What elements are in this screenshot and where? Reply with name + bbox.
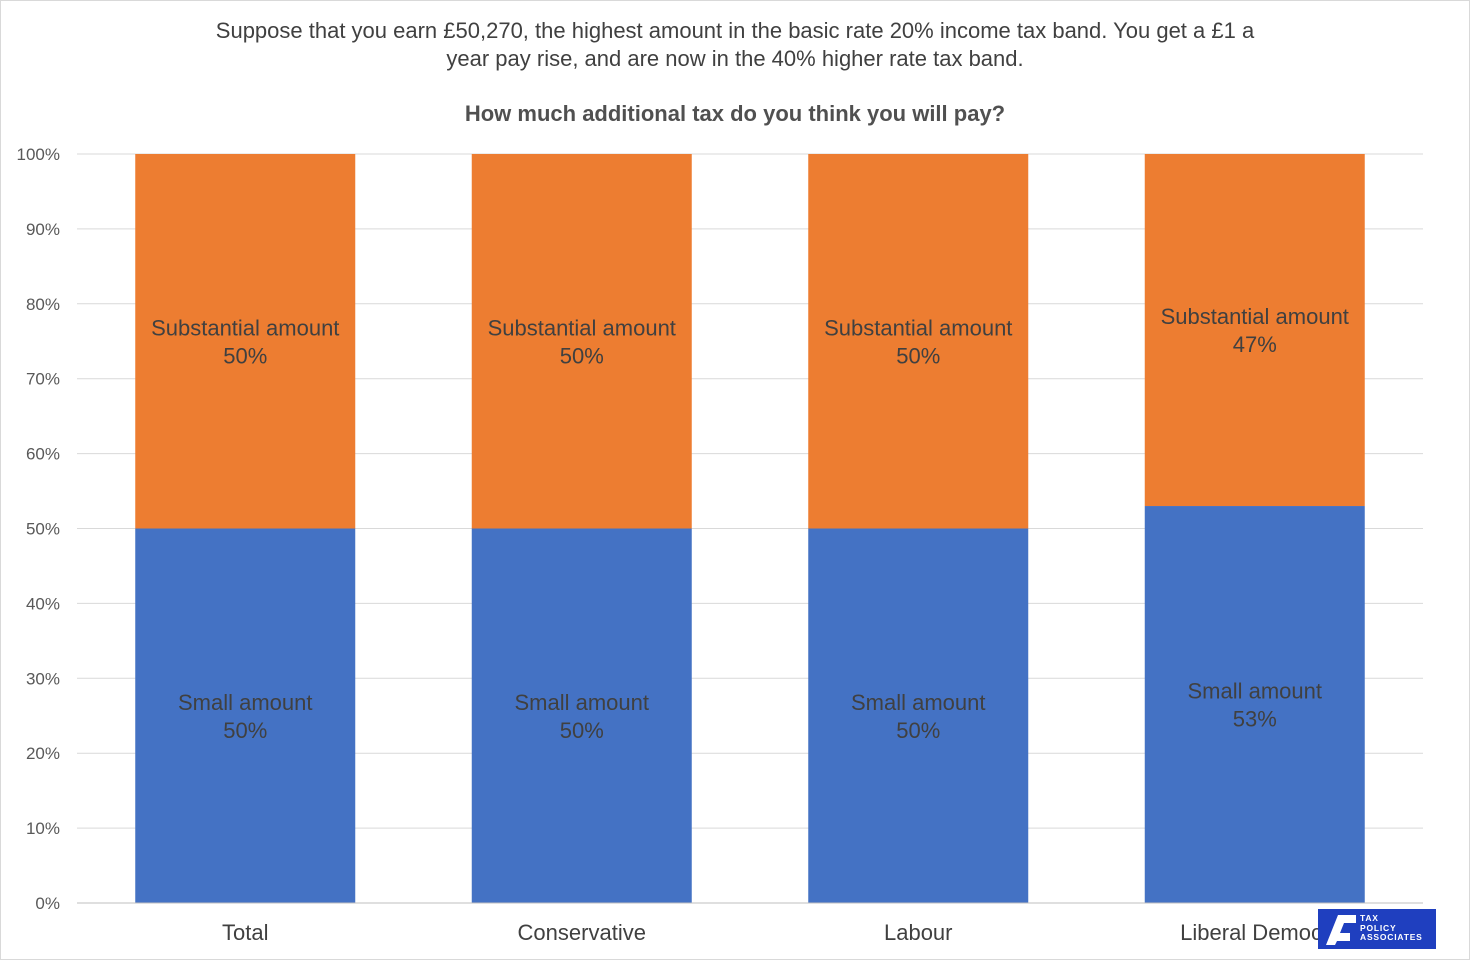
bar-segment-substantial-amount <box>808 154 1029 529</box>
chart-title-line-2: year pay rise, and are now in the 40% hi… <box>446 46 1024 71</box>
bar-segment-substantial-amount <box>1144 154 1365 507</box>
y-tick-label: 0% <box>35 894 60 913</box>
bar-segment-small-amount <box>1144 506 1365 903</box>
data-label-value: 50% <box>223 718 267 743</box>
data-label-series: Substantial amount <box>488 315 676 340</box>
chart-title-line-1: Suppose that you earn £50,270, the highe… <box>215 18 1255 43</box>
bar-segment-small-amount <box>135 528 356 903</box>
data-label-value: 53% <box>1233 707 1277 732</box>
y-tick-label: 40% <box>26 594 60 613</box>
data-label-value: 50% <box>896 718 940 743</box>
data-label-series: Small amount <box>851 690 986 715</box>
logo-text: TAX POLICY ASSOCIATES <box>1360 913 1423 942</box>
x-tick-label: Conservative <box>518 920 646 945</box>
y-tick-label: 70% <box>26 370 60 389</box>
x-tick-label: Labour <box>884 920 953 945</box>
y-tick-label: 100% <box>17 145 60 164</box>
x-tick-label: Liberal Democr <box>1180 920 1329 945</box>
data-label-series: Substantial amount <box>824 315 1012 340</box>
data-label-series: Small amount <box>178 690 313 715</box>
y-tick-label: 50% <box>26 520 60 539</box>
logo-mark-icon <box>1326 915 1356 945</box>
y-tick-label: 60% <box>26 445 60 464</box>
data-label-value: 50% <box>560 718 604 743</box>
x-tick-label: Total <box>222 920 268 945</box>
bar-segment-small-amount <box>471 528 692 903</box>
bar-segment-substantial-amount <box>135 154 356 529</box>
chart-subtitle: How much additional tax do you think you… <box>464 101 1006 126</box>
bar-segment-substantial-amount <box>471 154 692 529</box>
y-tick-label: 30% <box>26 669 60 688</box>
bar-segment-small-amount <box>808 528 1029 903</box>
data-label-value: 50% <box>896 343 940 368</box>
y-tick-label: 10% <box>26 819 60 838</box>
y-tick-label: 80% <box>26 295 60 314</box>
data-label-series: Substantial amount <box>1161 304 1349 329</box>
tax-policy-associates-logo: TAX POLICY ASSOCIATES <box>1318 909 1436 949</box>
data-label-value: 50% <box>560 343 604 368</box>
data-label-series: Small amount <box>514 690 649 715</box>
data-label-series: Substantial amount <box>151 315 339 340</box>
y-tick-label: 20% <box>26 744 60 763</box>
y-tick-label: 90% <box>26 220 60 239</box>
data-label-series: Small amount <box>1187 679 1322 704</box>
data-label-value: 50% <box>223 343 267 368</box>
data-label-value: 47% <box>1233 332 1277 357</box>
